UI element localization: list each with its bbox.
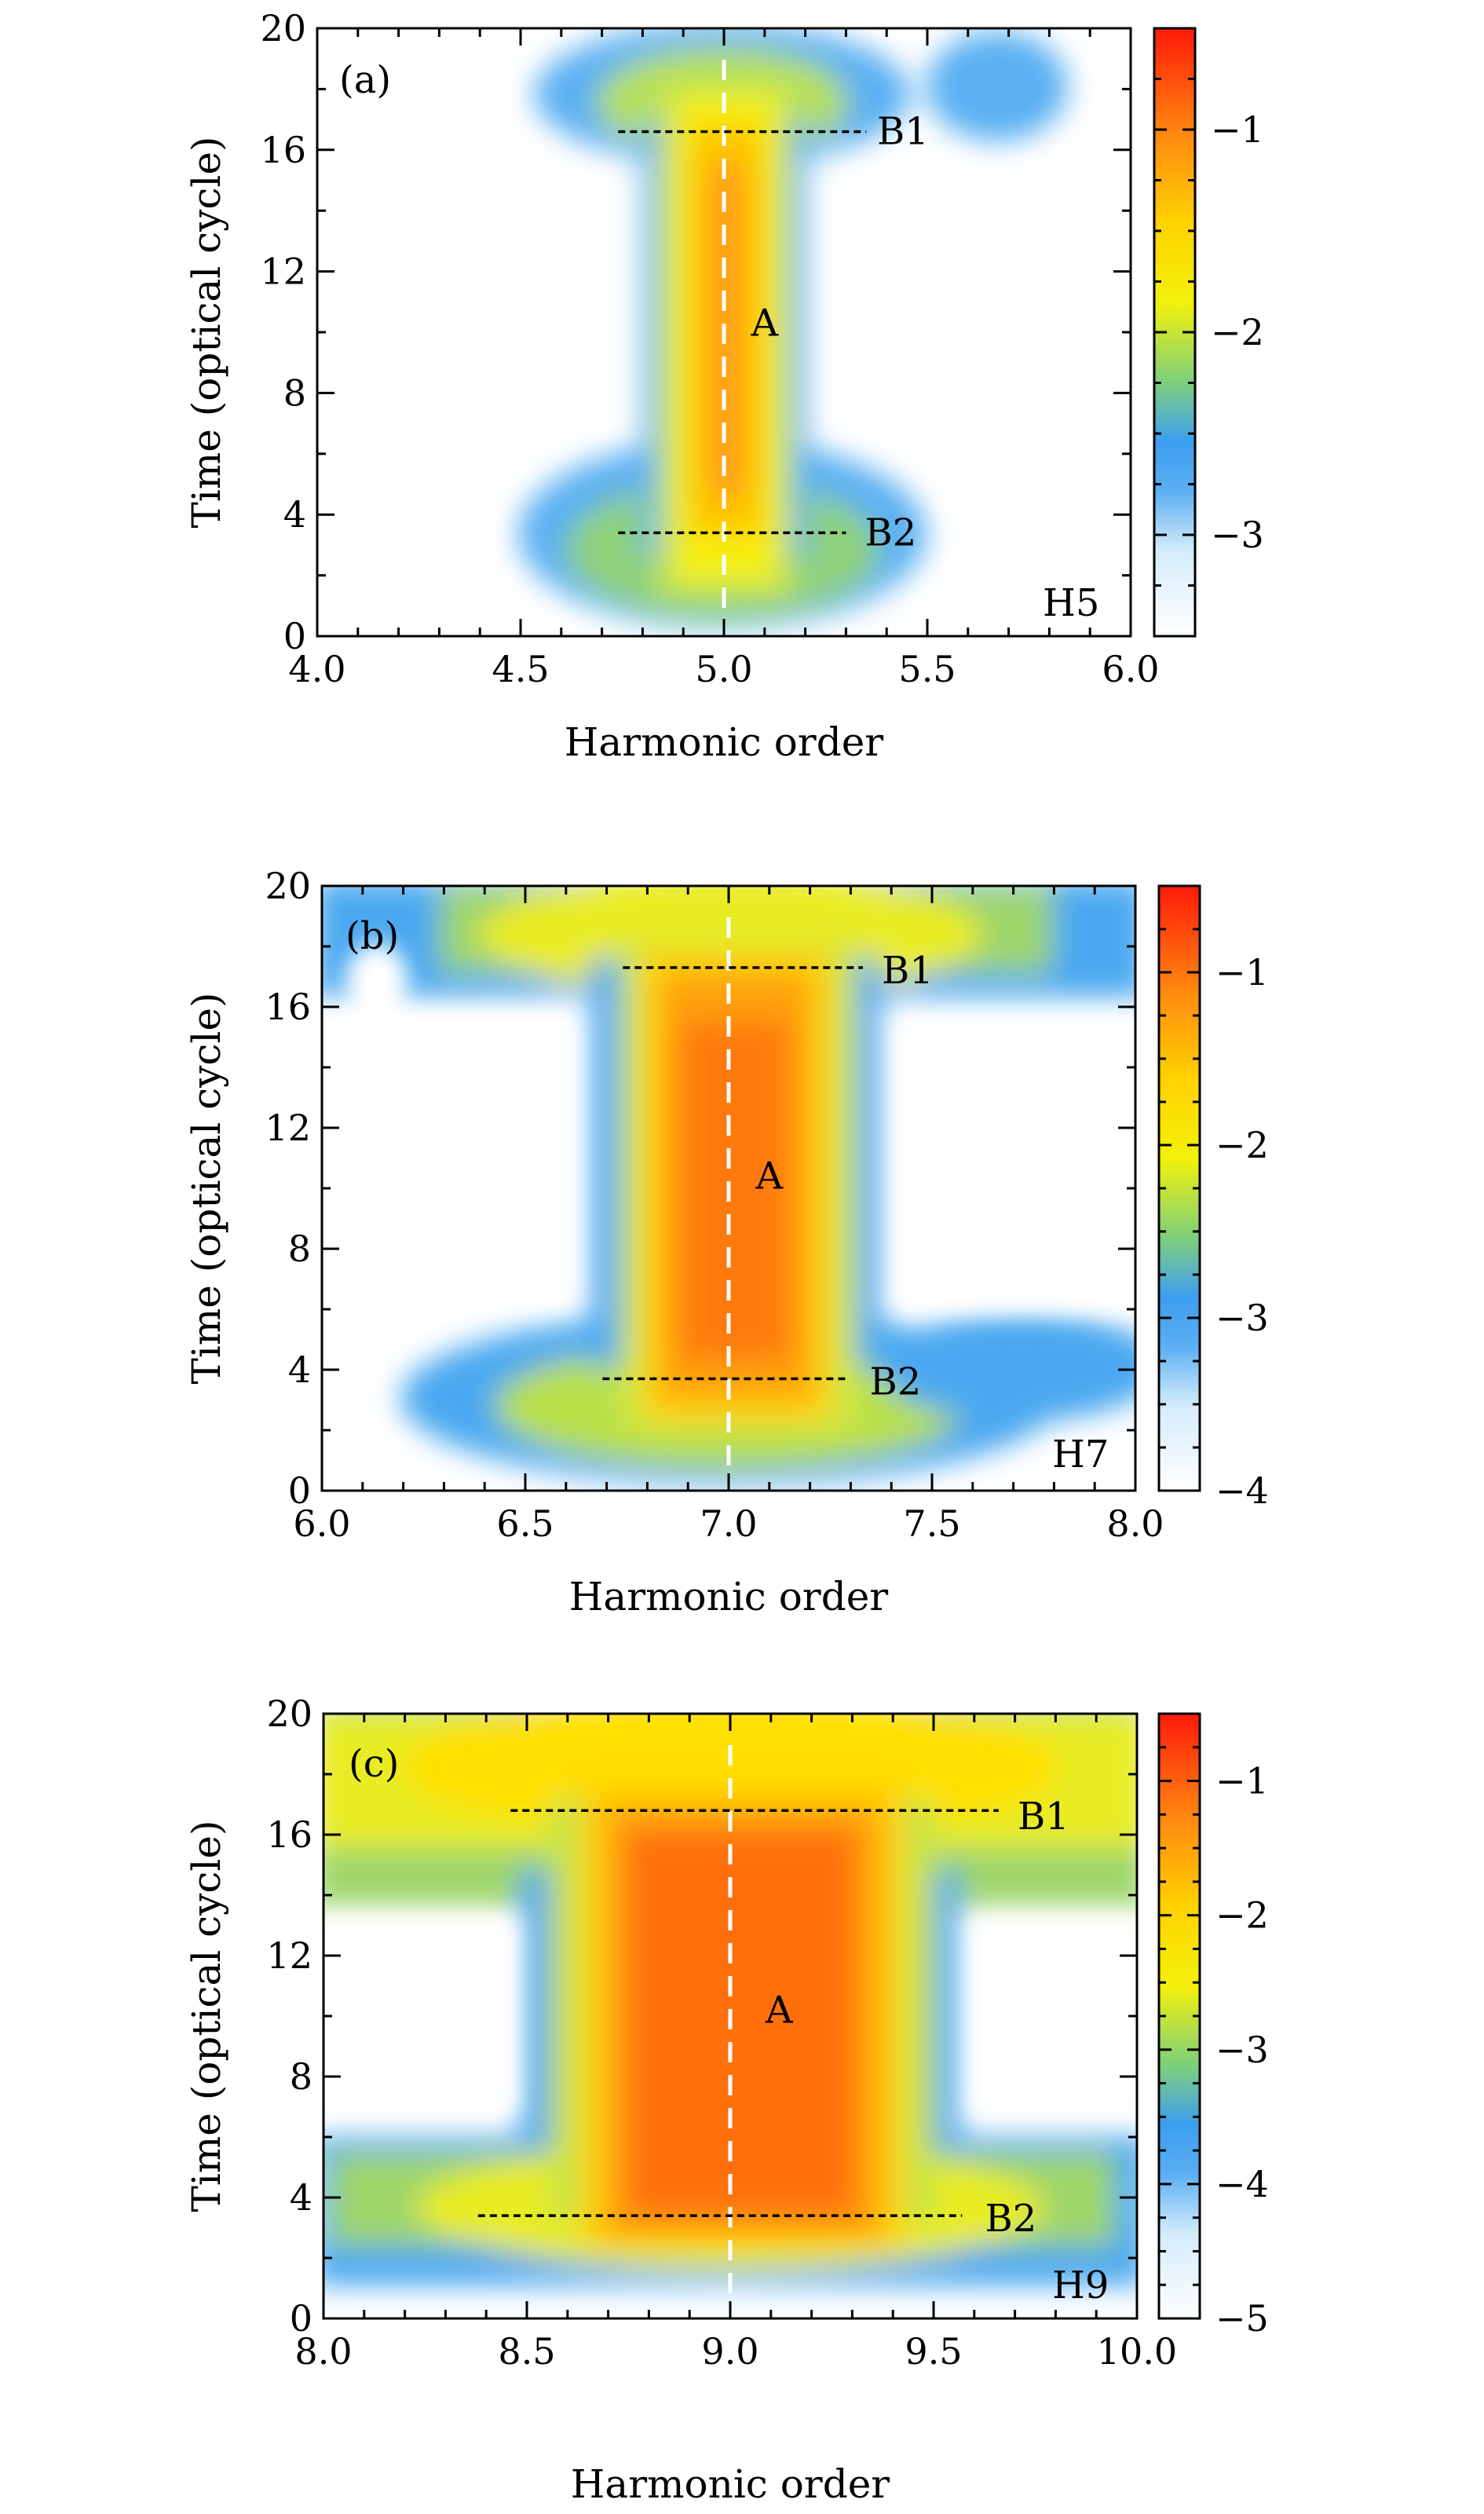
axis-ticks-a: 4.0 4.5 5.0 5.5 6.0 0 4 8 12 16 20 xyxy=(260,7,1159,690)
harmonic-label-h9: H9 xyxy=(1052,2263,1109,2307)
colorbar-tick-label: −2 xyxy=(1211,311,1264,353)
x-tick-label: 10.0 xyxy=(1097,2330,1177,2373)
heatmap-b xyxy=(322,886,1135,1491)
region-label-b2: B2 xyxy=(869,1359,921,1403)
y-tick-label: 20 xyxy=(265,865,311,907)
x-tick-label: 6.0 xyxy=(1102,648,1159,690)
colorbar-tick-label: −4 xyxy=(1215,2163,1269,2205)
colorbar-tick-label: −3 xyxy=(1215,2029,1269,2071)
x-tick-label: 8.0 xyxy=(294,2330,352,2373)
panel-label-c: (c) xyxy=(349,1742,399,1786)
axis-ticks-c: 8.0 8.5 9.0 9.5 10.0 0 4 8 12 16 20 xyxy=(266,1692,1177,2373)
y-axis-label-a: Time (optical cycle) xyxy=(184,137,229,529)
x-tick-label: 5.5 xyxy=(898,648,956,690)
overlay-b: A B1 B2 xyxy=(602,917,934,1475)
region-label-b1: B1 xyxy=(877,110,929,154)
y-axis-label-c: Time (optical cycle) xyxy=(184,1821,229,2212)
colorbar-tick-label: −1 xyxy=(1211,108,1264,151)
y-tick-label: 4 xyxy=(288,1348,311,1391)
panel-a: 4.0 4.5 5.0 5.5 6.0 0 4 8 12 16 20 A B1 B2 (a) H5 Ha… xyxy=(184,7,1264,765)
x-axis-label-a: Harmonic order xyxy=(565,719,884,765)
x-axis-label-b: Harmonic order xyxy=(569,1574,889,1619)
x-tick-label: 7.5 xyxy=(903,1502,960,1545)
x-tick-label: 4.0 xyxy=(288,648,345,690)
region-label-b1: B1 xyxy=(882,949,934,993)
colorbar-tick-label: −3 xyxy=(1211,514,1264,556)
y-tick-label: 16 xyxy=(260,129,306,171)
panel-label-b: (b) xyxy=(345,914,399,958)
region-label-b2: B2 xyxy=(864,510,916,554)
colorbar-ticks-b: −1 −2 −3 −4 xyxy=(1159,884,1269,1512)
x-tick-label: 7.0 xyxy=(700,1502,757,1545)
colorbar-ticks-c: −1 −2 −3 −4 −5 xyxy=(1159,1712,1269,2340)
x-tick-label: 8.5 xyxy=(498,2330,555,2373)
panel-c: 8.0 8.5 9.0 9.5 10.0 0 4 8 12 16 20 A B1 B2 (c) H9 H… xyxy=(184,1692,1269,2507)
colorbar-tick-label: −1 xyxy=(1215,951,1269,994)
x-tick-label: 4.5 xyxy=(492,648,549,690)
x-tick-label: 9.5 xyxy=(905,2330,962,2373)
panel-label-a: (a) xyxy=(339,58,391,102)
panel-b: 6.0 6.5 7.0 7.5 8.0 0 4 8 12 16 20 A B1 B2 (b) H7 Ha… xyxy=(184,865,1269,1619)
region-label-b2: B2 xyxy=(985,2197,1037,2241)
y-tick-label: 16 xyxy=(265,986,311,1028)
y-tick-label: 4 xyxy=(290,2176,313,2219)
harmonic-label-h5: H5 xyxy=(1043,581,1099,625)
x-tick-label: 5.0 xyxy=(695,648,752,690)
y-tick-label: 12 xyxy=(265,1107,311,1149)
y-tick-label: 8 xyxy=(288,1228,311,1270)
colorbar-tick-label: −1 xyxy=(1215,1760,1269,1802)
region-label-a: A xyxy=(765,1988,794,2032)
y-tick-label: 20 xyxy=(260,7,306,49)
region-label-b1: B1 xyxy=(1018,1795,1069,1839)
x-tick-label: 6.0 xyxy=(293,1502,350,1545)
y-tick-label: 20 xyxy=(266,1692,313,1735)
y-tick-label: 4 xyxy=(283,493,306,536)
overlay-a: A B1 B2 xyxy=(618,60,929,620)
x-axis-label-c: Harmonic order xyxy=(571,2461,890,2507)
y-tick-label: 12 xyxy=(266,1934,313,1977)
x-tick-label: 9.0 xyxy=(701,2330,758,2373)
colorbar-tick-label: −4 xyxy=(1215,1469,1269,1512)
region-label-a: A xyxy=(750,301,779,345)
colorbar-tick-label: −2 xyxy=(1215,1894,1269,1937)
harmonic-label-h7: H7 xyxy=(1052,1433,1109,1477)
y-tick-label: 0 xyxy=(290,2297,313,2340)
y-tick-label: 12 xyxy=(260,251,306,293)
y-tick-label: 0 xyxy=(288,1469,311,1512)
x-tick-label: 8.0 xyxy=(1106,1502,1164,1545)
colorbar-tick-label: −2 xyxy=(1215,1124,1269,1166)
y-tick-label: 8 xyxy=(290,2055,313,2098)
colorbar-tick-label: −3 xyxy=(1215,1297,1269,1339)
region-label-a: A xyxy=(755,1155,784,1198)
colorbar-tick-label: −5 xyxy=(1215,2297,1269,2340)
y-tick-label: 16 xyxy=(266,1813,313,1856)
axis-ticks-b: 6.0 6.5 7.0 7.5 8.0 0 4 8 12 16 20 xyxy=(265,865,1164,1545)
colorbar-ticks-a: −1 −2 −3 xyxy=(1154,27,1264,638)
overlay-c: A B1 B2 xyxy=(477,1745,1069,2303)
y-tick-label: 8 xyxy=(283,371,306,414)
y-axis-label-b: Time (optical cycle) xyxy=(184,993,229,1385)
x-tick-label: 6.5 xyxy=(496,1502,554,1545)
y-tick-label: 0 xyxy=(283,615,306,657)
